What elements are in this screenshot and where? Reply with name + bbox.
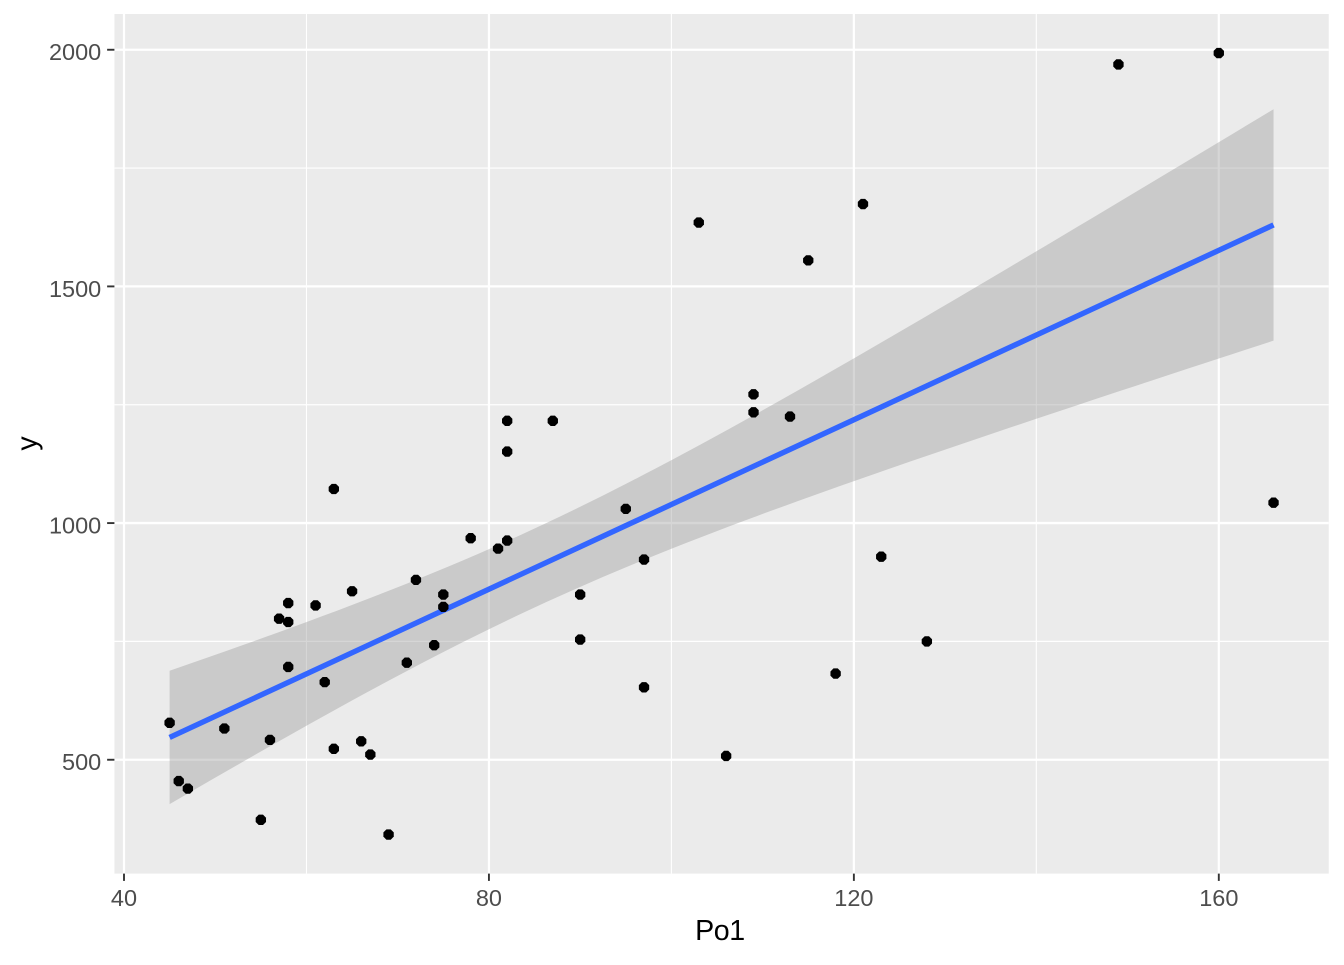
svg-text:1500: 1500 [49, 276, 101, 302]
svg-text:500: 500 [62, 749, 101, 775]
svg-text:40: 40 [111, 885, 137, 911]
svg-text:2000: 2000 [49, 39, 101, 65]
svg-text:160: 160 [1199, 885, 1238, 911]
svg-text:Po1: Po1 [695, 915, 745, 947]
svg-text:80: 80 [476, 885, 502, 911]
svg-text:120: 120 [834, 885, 873, 911]
svg-text:1000: 1000 [49, 512, 101, 538]
svg-text:y: y [12, 436, 44, 451]
